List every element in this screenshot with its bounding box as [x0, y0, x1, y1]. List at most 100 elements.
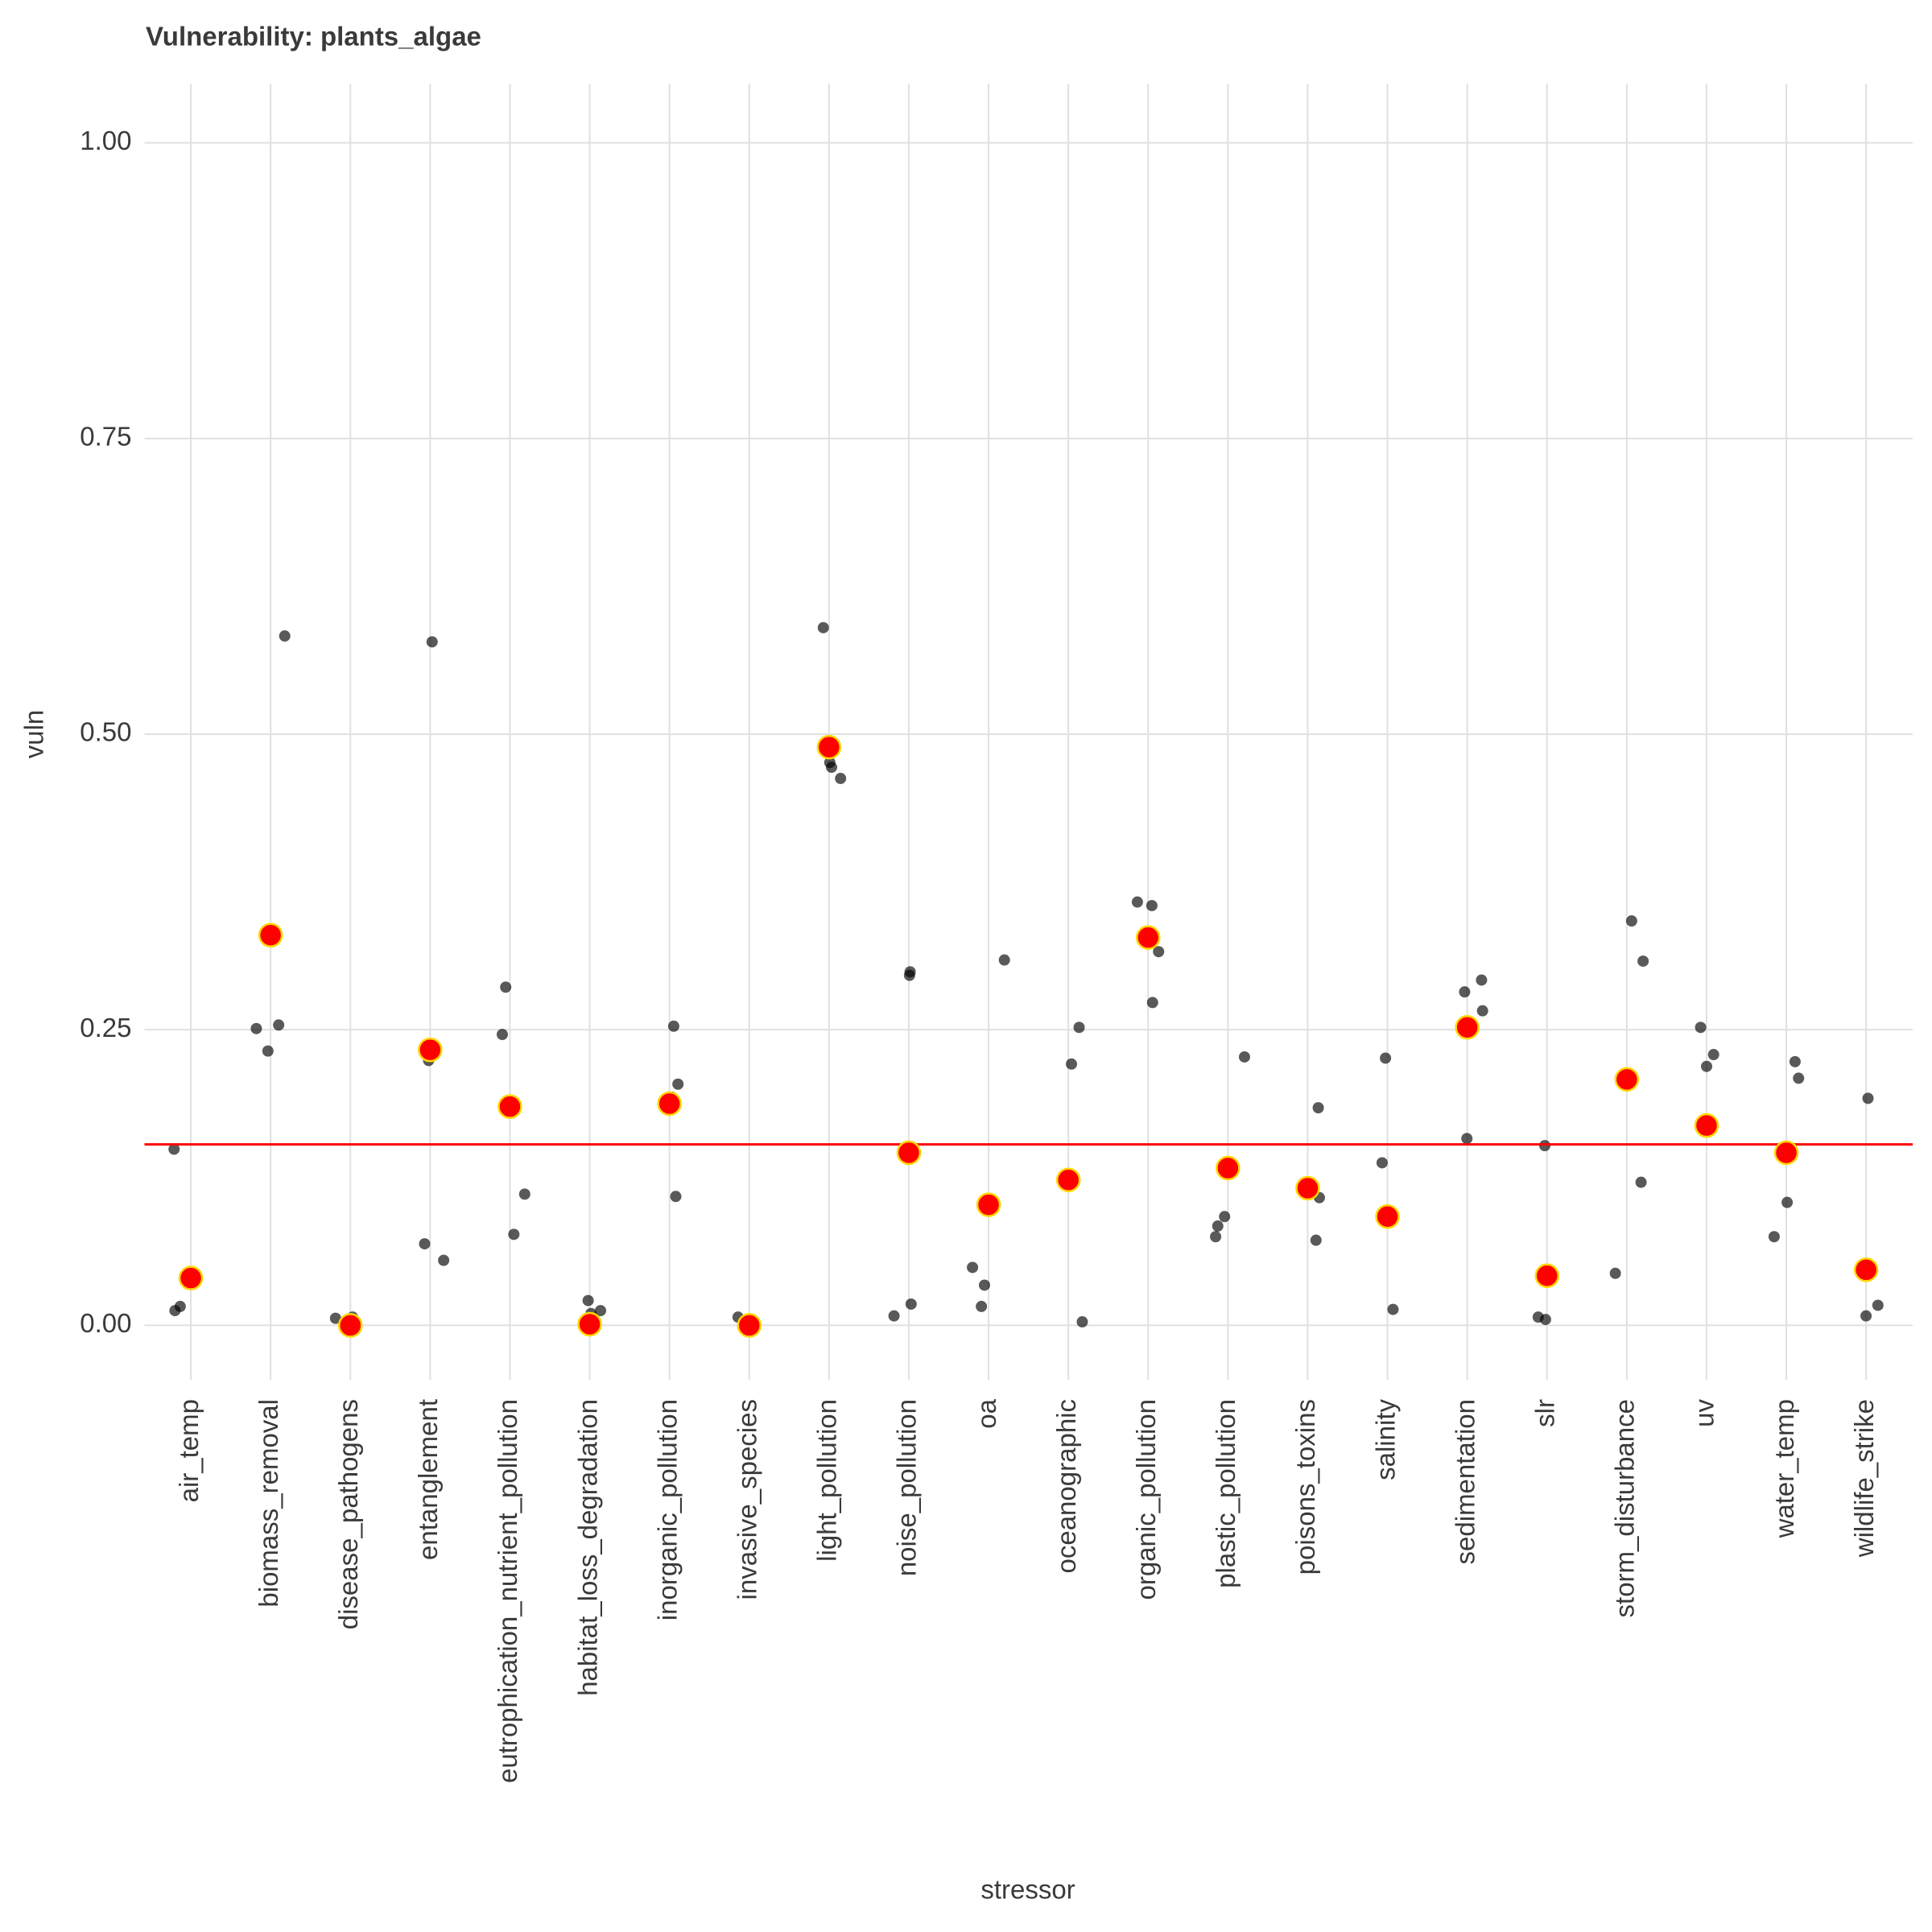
data-point — [496, 1029, 508, 1041]
x-tick-label: light_pollution — [812, 1399, 842, 1562]
data-point — [1131, 896, 1143, 908]
data-point — [262, 1045, 274, 1057]
y-axis-title: vuln — [19, 710, 49, 759]
data-point — [1539, 1314, 1551, 1326]
mean-point — [178, 1265, 204, 1290]
data-point — [817, 621, 829, 634]
data-point — [1065, 1058, 1077, 1070]
data-point — [582, 1294, 594, 1307]
mean-point — [497, 1094, 522, 1119]
data-point — [976, 1300, 988, 1312]
data-point — [978, 1279, 990, 1291]
data-point — [1707, 1049, 1719, 1061]
data-point — [1380, 1052, 1392, 1064]
data-point — [1635, 1176, 1647, 1188]
x-tick-label: organic_pollution — [1131, 1399, 1161, 1600]
data-point — [1461, 1133, 1473, 1145]
data-point — [1210, 1231, 1222, 1243]
data-point — [1376, 1157, 1388, 1169]
mean-point — [1853, 1257, 1879, 1282]
data-point — [279, 630, 291, 642]
data-point — [1872, 1299, 1884, 1311]
mean-point — [1614, 1067, 1640, 1092]
y-tick-label: 1.00 — [80, 126, 131, 155]
mean-point — [1375, 1204, 1400, 1229]
mean-point — [1534, 1263, 1559, 1288]
mean-point — [418, 1037, 443, 1063]
mean-point — [1694, 1113, 1719, 1138]
data-point — [169, 1305, 181, 1317]
data-point — [1695, 1022, 1707, 1034]
data-point — [905, 1298, 917, 1310]
data-point — [1146, 997, 1158, 1009]
data-point — [1781, 1196, 1794, 1208]
x-tick-label: inorganic_pollution — [652, 1399, 682, 1620]
data-point — [667, 1020, 679, 1032]
mean-point — [896, 1140, 922, 1166]
data-point — [518, 1188, 530, 1200]
x-tick-label: habitat_loss_degradation — [572, 1399, 602, 1696]
data-point — [1637, 955, 1649, 967]
data-point — [1153, 946, 1165, 958]
data-point — [825, 762, 837, 774]
x-tick-label: oceanographic — [1051, 1399, 1081, 1574]
data-point — [1625, 915, 1637, 927]
data-point — [1076, 1316, 1088, 1328]
mean-point — [1136, 925, 1161, 950]
data-point — [1312, 1102, 1324, 1114]
y-tick-label: 0.75 — [80, 421, 131, 451]
data-point — [329, 1312, 341, 1324]
data-point — [1862, 1092, 1874, 1104]
data-point — [1860, 1310, 1872, 1322]
mean-point — [657, 1091, 682, 1117]
y-tick-label: 0.50 — [80, 717, 131, 747]
data-point — [967, 1261, 979, 1274]
y-tick-label: 0.00 — [80, 1308, 131, 1338]
mean-point — [1216, 1155, 1241, 1181]
data-point — [670, 1191, 682, 1203]
data-point — [1459, 986, 1471, 998]
data-point — [1212, 1220, 1224, 1232]
chart-title: Vulnerability: plants_algae — [146, 22, 481, 52]
data-point — [888, 1310, 900, 1322]
data-point — [1768, 1231, 1780, 1243]
data-point — [998, 954, 1010, 966]
mean-point — [816, 734, 842, 760]
mean-point — [737, 1313, 762, 1338]
mean-point — [1455, 1014, 1480, 1040]
data-point — [1387, 1303, 1399, 1315]
data-point — [250, 1022, 262, 1034]
x-tick-label: salinity — [1370, 1399, 1400, 1480]
data-point — [1789, 1055, 1801, 1067]
data-point — [273, 1019, 285, 1031]
x-tick-label: plastic_pollution — [1211, 1399, 1241, 1588]
y-tick-label: 0.25 — [80, 1013, 131, 1042]
data-point — [1700, 1060, 1712, 1072]
mean-point — [976, 1192, 1001, 1217]
x-tick-label: invasive_species — [732, 1399, 762, 1600]
x-tick-label: uv — [1690, 1399, 1719, 1427]
data-point — [835, 773, 847, 785]
mean-point — [1295, 1175, 1320, 1201]
mean-point — [1773, 1140, 1799, 1166]
data-point — [500, 981, 512, 993]
data-point — [1476, 1005, 1488, 1017]
data-point — [1238, 1051, 1250, 1063]
x-tick-label: entanglement — [413, 1399, 443, 1560]
x-tick-label: oa — [972, 1398, 1001, 1428]
x-axis-title: stressor — [980, 1875, 1075, 1905]
data-point — [1609, 1267, 1621, 1279]
data-point — [426, 636, 438, 648]
x-tick-label: noise_pollution — [892, 1399, 922, 1576]
data-point — [1219, 1211, 1231, 1223]
data-point — [1073, 1022, 1085, 1034]
data-point — [1476, 974, 1488, 986]
data-point — [1793, 1072, 1805, 1084]
x-tick-label: wildlife_strike — [1849, 1399, 1879, 1558]
mean-point — [1055, 1167, 1081, 1192]
data-point — [903, 969, 915, 981]
data-point — [1146, 899, 1158, 911]
data-point — [168, 1143, 180, 1155]
mean-point — [258, 923, 283, 947]
